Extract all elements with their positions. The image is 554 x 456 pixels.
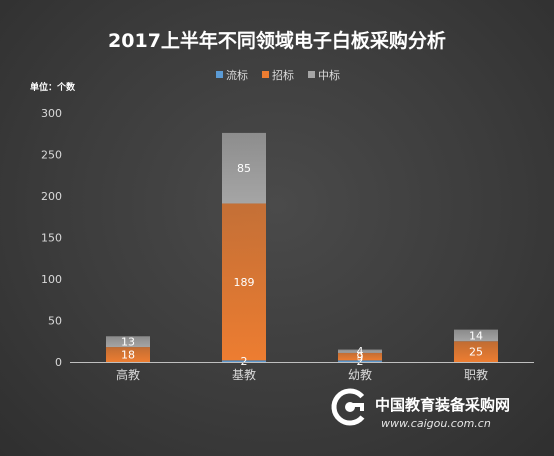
data-label: 85 <box>237 162 251 175</box>
x-category-label: 高教 <box>116 367 140 382</box>
y-axis: 0 50 100 150 200 250 300 <box>41 107 62 369</box>
watermark: 中国教育装备采购网 www.caigou.com.cn <box>331 388 510 430</box>
y-tick-label: 250 <box>41 149 62 162</box>
y-tick-label: 150 <box>41 232 62 245</box>
data-label: 4 <box>357 345 364 358</box>
unit-label: 单位：个数 <box>30 81 76 93</box>
y-tick-label: 0 <box>55 356 62 369</box>
legend-swatch <box>262 71 269 78</box>
bar-中标-幼教 <box>338 349 382 353</box>
legend-label: 中标 <box>318 68 340 82</box>
x-category-label: 幼教 <box>348 367 372 382</box>
watermark-url: www.caigou.com.cn <box>381 417 491 430</box>
bar-招标-高教 <box>106 347 150 362</box>
bar-中标-高教 <box>106 336 150 348</box>
legend-label: 招标 <box>272 68 294 82</box>
bar-招标-基教 <box>222 203 266 361</box>
bar-招标-职教 <box>454 341 498 362</box>
bar-招标-幼教 <box>338 352 382 361</box>
data-label: 2 <box>357 355 364 368</box>
bars <box>106 132 498 362</box>
data-label: 2 <box>241 355 248 368</box>
data-label: 189 <box>234 276 255 289</box>
x-axis: 高教 基教 幼教 职教 <box>70 362 534 382</box>
chart-title: 2017上半年不同领域电子白板采购分析 <box>108 29 446 52</box>
y-tick-label: 50 <box>48 315 62 328</box>
data-label: 13 <box>121 336 135 349</box>
x-category-label: 职教 <box>464 367 488 382</box>
caigou-logo-icon <box>331 388 369 426</box>
y-tick-label: 300 <box>41 107 62 120</box>
legend-label: 流标 <box>226 68 248 82</box>
data-label: 14 <box>469 329 483 342</box>
bar-中标-基教 <box>222 132 266 204</box>
bar-流标-幼教 <box>338 360 382 362</box>
data-label: 25 <box>469 346 483 359</box>
legend-swatch <box>308 71 315 78</box>
watermark-name: 中国教育装备采购网 <box>375 396 510 414</box>
x-category-label: 基教 <box>232 367 256 382</box>
legend: 流标 招标 中标 <box>216 68 340 82</box>
y-tick-label: 200 <box>41 190 62 203</box>
data-label: 9 <box>357 351 364 364</box>
legend-swatch <box>216 71 223 78</box>
data-label: 18 <box>121 349 135 362</box>
bar-中标-职教 <box>454 329 498 342</box>
y-tick-label: 100 <box>41 273 62 286</box>
bar-流标-基教 <box>222 360 266 362</box>
